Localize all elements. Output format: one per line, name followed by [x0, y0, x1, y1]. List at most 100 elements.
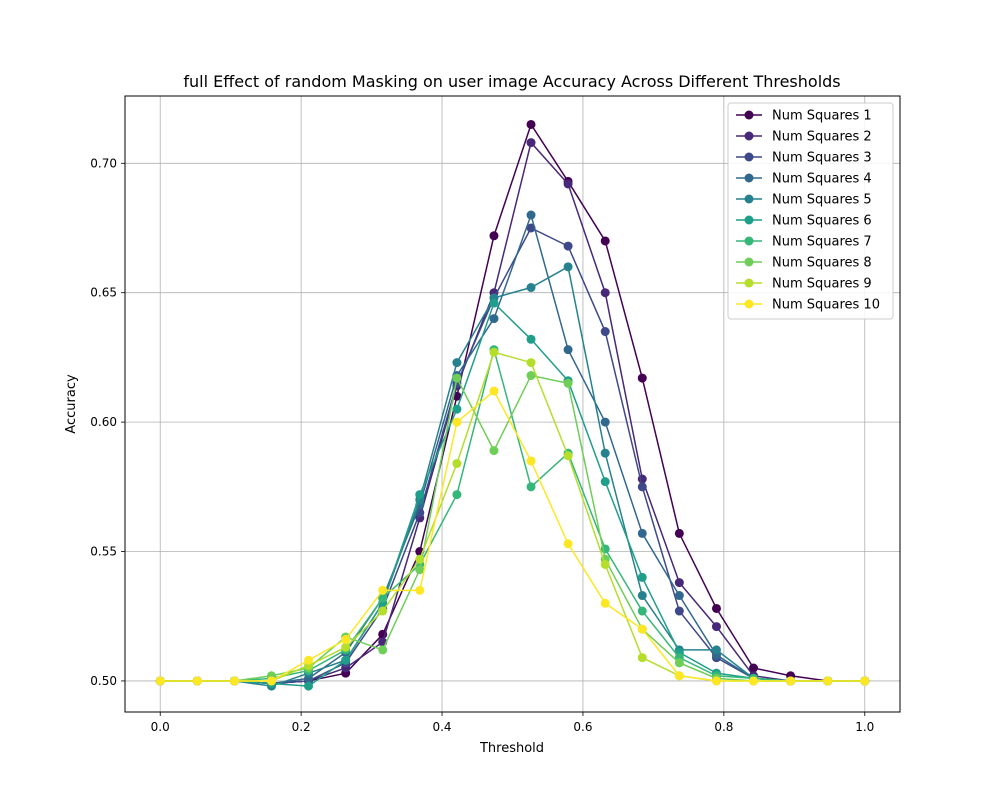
- data-point: [452, 404, 462, 414]
- data-point: [415, 565, 425, 575]
- data-point: [415, 585, 425, 595]
- data-point: [489, 231, 499, 241]
- legend-label: Num Squares 7: [772, 235, 872, 250]
- x-tick-label: 0.6: [573, 720, 592, 734]
- legend-label: Num Squares 5: [772, 193, 872, 208]
- x-axis-label: Threshold: [479, 741, 544, 756]
- data-point: [341, 635, 351, 645]
- legend-label: Num Squares 6: [772, 214, 872, 229]
- y-tick-label: 0.65: [90, 286, 117, 300]
- x-tick-label: 0.0: [151, 720, 170, 734]
- legend-label: Num Squares 8: [772, 256, 872, 271]
- data-point: [341, 655, 351, 665]
- legend-marker: [744, 173, 754, 183]
- plot-frame: [124, 95, 901, 713]
- legend: Num Squares 1 Num Squares 2 Num Squares 3 N…: [727, 102, 894, 320]
- data-point: [674, 528, 684, 538]
- data-point: [749, 663, 759, 673]
- legend-item: Num Squares 7: [736, 235, 872, 250]
- data-point: [452, 490, 462, 500]
- data-point: [489, 386, 499, 396]
- data-point: [563, 378, 573, 388]
- x-tick-label: 0.4: [432, 720, 451, 734]
- series-10: [155, 386, 870, 686]
- y-axis-label: Accuracy: [64, 374, 79, 434]
- data-point: [489, 446, 499, 456]
- data-point: [563, 179, 573, 189]
- data-point: [786, 676, 796, 686]
- series-layer: [155, 119, 870, 691]
- data-point: [378, 645, 388, 655]
- data-point: [674, 578, 684, 588]
- legend-label: Num Squares 10: [772, 298, 880, 313]
- data-point: [489, 347, 499, 357]
- data-point: [452, 373, 462, 383]
- data-point: [563, 262, 573, 272]
- data-point: [526, 138, 536, 148]
- data-point: [563, 241, 573, 251]
- legend-label: Num Squares 1: [772, 109, 872, 124]
- data-point: [526, 334, 536, 344]
- data-point: [452, 459, 462, 469]
- data-point: [637, 482, 647, 492]
- legend-marker: [744, 299, 754, 309]
- legend-label: Num Squares 4: [772, 172, 872, 187]
- legend-item: Num Squares 4: [736, 172, 872, 187]
- data-point: [415, 490, 425, 500]
- legend-marker: [744, 152, 754, 162]
- legend-marker: [744, 194, 754, 204]
- data-point: [378, 585, 388, 595]
- data-point: [155, 676, 165, 686]
- data-point: [526, 358, 536, 368]
- legend-marker: [744, 278, 754, 288]
- data-point: [600, 559, 610, 569]
- data-point: [637, 606, 647, 616]
- y-tick-label: 0.55: [90, 545, 117, 559]
- data-point: [711, 622, 721, 632]
- legend-item: Num Squares 9: [736, 277, 872, 292]
- data-point: [452, 417, 462, 427]
- data-point: [637, 653, 647, 663]
- data-point: [637, 624, 647, 634]
- series-line: [160, 389, 865, 682]
- data-point: [674, 658, 684, 668]
- data-point: [600, 236, 610, 246]
- data-point: [711, 603, 721, 613]
- x-tick-label: 0.2: [292, 720, 311, 734]
- data-point: [637, 591, 647, 601]
- y-tick-label: 0.70: [90, 156, 117, 170]
- legend-label: Num Squares 9: [772, 277, 872, 292]
- data-point: [600, 598, 610, 608]
- data-point: [266, 676, 276, 686]
- data-point: [229, 676, 239, 686]
- legend-item: Num Squares 1: [736, 109, 872, 124]
- x-tick-label: 1.0: [855, 720, 874, 734]
- data-point: [600, 288, 610, 298]
- data-point: [563, 345, 573, 355]
- data-point: [823, 676, 833, 686]
- legend-item: Num Squares 3: [736, 151, 872, 166]
- data-point: [637, 572, 647, 582]
- data-point: [378, 606, 388, 616]
- legend-box: [727, 102, 894, 320]
- data-point: [674, 606, 684, 616]
- x-tick-label: 0.8: [714, 720, 733, 734]
- data-point: [526, 456, 536, 466]
- axis-ticks: 0.0 0.2 0.4 0.6 0.8 1.0 0.50 0.55 0.60 0.65 0.70: [90, 156, 874, 734]
- legend-marker: [744, 110, 754, 120]
- y-tick-label: 0.50: [90, 674, 117, 688]
- data-point: [489, 298, 499, 308]
- legend-marker: [744, 257, 754, 267]
- data-point: [526, 482, 536, 492]
- data-point: [600, 327, 610, 337]
- data-point: [674, 591, 684, 601]
- data-point: [452, 358, 462, 368]
- data-point: [526, 283, 536, 293]
- legend-label: Num Squares 2: [772, 130, 872, 145]
- y-tick-label: 0.60: [90, 415, 117, 429]
- data-point: [749, 676, 759, 686]
- data-point: [600, 417, 610, 427]
- data-point: [600, 477, 610, 487]
- data-point: [637, 528, 647, 538]
